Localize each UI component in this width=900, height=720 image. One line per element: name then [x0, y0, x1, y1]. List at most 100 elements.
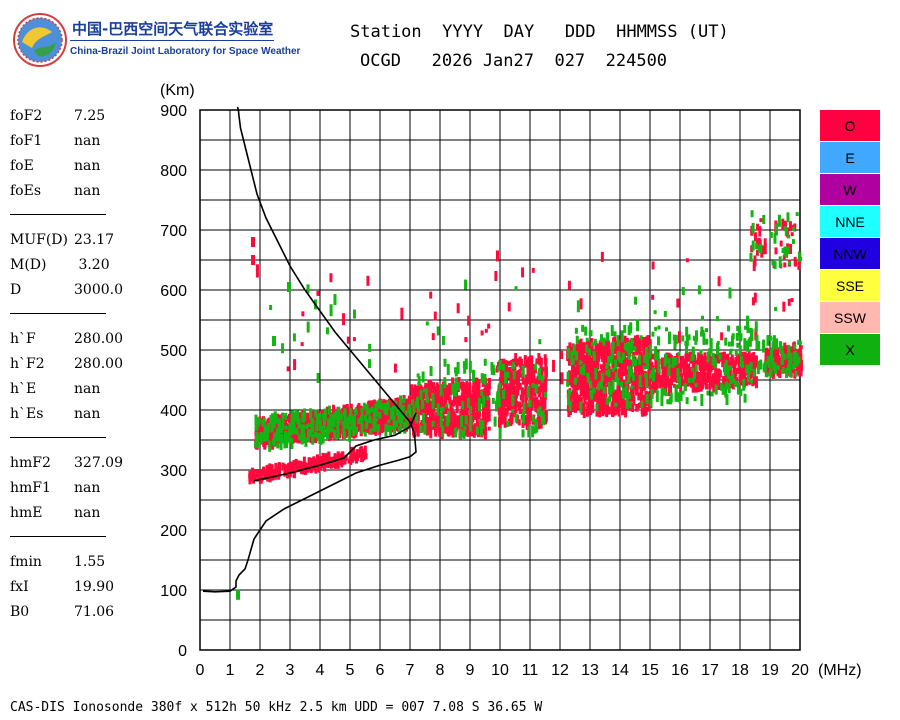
x-tick-label: 11 [522, 662, 539, 679]
echo-point [636, 319, 640, 332]
echo-point [627, 391, 631, 398]
echo-point [579, 351, 583, 362]
echo-point [536, 376, 540, 382]
echo-point [781, 218, 785, 231]
echo-point [607, 349, 611, 355]
echo-point [578, 360, 582, 366]
echo-point [798, 340, 802, 345]
echo-point [270, 464, 274, 474]
echo-point [376, 400, 380, 409]
echo-point [463, 426, 467, 431]
echo-point [533, 367, 537, 374]
echo-point [428, 405, 432, 414]
echo-point [300, 424, 304, 436]
echo-point [606, 332, 610, 342]
echo-point [344, 422, 348, 429]
echo-point [783, 367, 787, 373]
echo-point [603, 398, 607, 404]
echo-point [598, 370, 602, 378]
echo-point [511, 362, 515, 370]
param-value: 23.17 [74, 232, 115, 248]
echo-point [729, 365, 733, 371]
echo-point [478, 409, 482, 416]
echo-point [441, 335, 445, 345]
echo-point [640, 369, 644, 378]
echo-point [747, 364, 751, 375]
echo-point [641, 337, 645, 349]
echo-point [652, 367, 656, 379]
echo-point [346, 407, 350, 412]
echo-point [450, 429, 454, 436]
param-value: 7.25 [74, 108, 106, 124]
echo-point [505, 379, 509, 392]
echo-point [424, 415, 428, 425]
echo-point [530, 355, 534, 363]
echo-point [341, 421, 345, 426]
echo-point [589, 380, 593, 389]
echo-point [703, 361, 707, 368]
echo-point [647, 400, 651, 412]
echo-point [588, 330, 592, 337]
echo-point [730, 335, 734, 347]
echo-point [791, 239, 795, 245]
echo-point [622, 370, 626, 377]
echo-point [588, 364, 592, 371]
echo-point [795, 212, 799, 217]
echo-point [743, 351, 747, 361]
echo-point [427, 379, 431, 391]
echo-point [600, 251, 604, 262]
echo-point [288, 464, 292, 471]
echo-point [513, 367, 517, 373]
echo-point [654, 346, 658, 358]
echo-point [380, 403, 384, 411]
echo-point [773, 232, 777, 244]
echo-point [599, 380, 603, 389]
echo-point [782, 301, 786, 312]
echo-point [661, 358, 665, 370]
echo-point [497, 388, 501, 399]
echo-point [402, 397, 406, 403]
echo-point [521, 373, 525, 385]
echo-point [721, 352, 725, 363]
echo-point [363, 431, 367, 437]
echo-point [791, 352, 795, 364]
echo-point [618, 400, 622, 408]
echo-point [541, 402, 545, 414]
echo-point [531, 415, 535, 422]
echo-point [326, 327, 330, 335]
echo-point [574, 354, 578, 361]
echo-point [327, 423, 331, 429]
echo-point [535, 358, 539, 365]
echo-point [278, 463, 282, 475]
echo-point [700, 315, 704, 321]
echo-point [452, 418, 456, 429]
echo-point [601, 392, 605, 401]
echo-point [741, 376, 745, 381]
echo-point [679, 384, 683, 394]
echo-point [479, 419, 483, 426]
echo-point [436, 403, 440, 416]
echo-point [329, 456, 333, 469]
echo-point [527, 356, 531, 361]
echo-point [725, 394, 729, 406]
echo-point [420, 399, 424, 408]
echo-point [654, 362, 658, 367]
echo-point [654, 354, 658, 360]
echo-point [436, 392, 440, 404]
echo-point [673, 383, 677, 388]
echo-point [581, 324, 585, 332]
echo-point [790, 297, 794, 302]
echo-point [281, 419, 285, 430]
echo-point [498, 377, 502, 382]
echo-point [566, 380, 570, 387]
echo-point [463, 397, 467, 409]
echo-point [333, 294, 337, 306]
echo-point [521, 429, 525, 438]
echo-point [647, 377, 651, 384]
echo-point [530, 399, 534, 410]
echo-point [306, 429, 310, 442]
echo-point [433, 386, 437, 396]
echo-point [331, 460, 335, 468]
echo-point [627, 399, 631, 410]
echo-point [678, 370, 682, 382]
